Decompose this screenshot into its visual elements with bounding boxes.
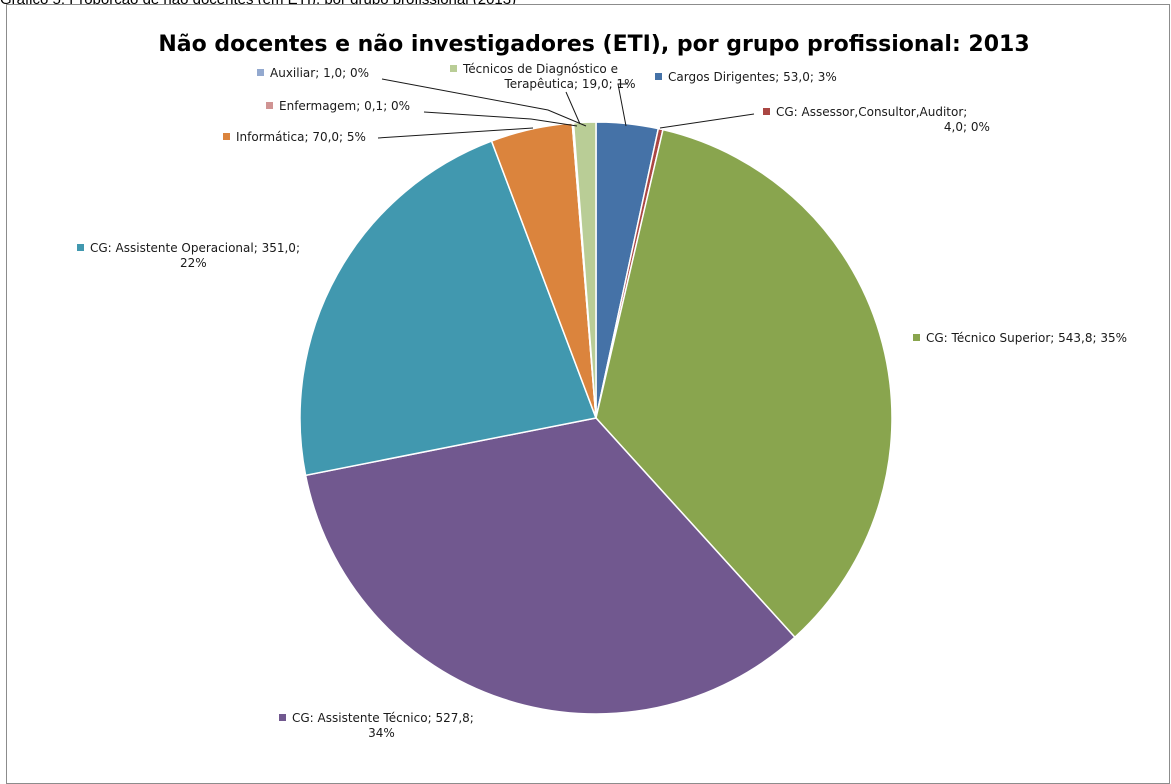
- leader-lines: [377, 78, 755, 139]
- data-label-text: 4,0; 0%: [944, 120, 990, 134]
- data-label-text: Auxiliar; 1,0; 0%: [270, 66, 369, 80]
- data-label-text: CG: Assistente Operacional; 351,0;: [90, 241, 300, 255]
- data-label-2: CG: Assessor,Consultor,Auditor;4,0; 0%: [763, 105, 990, 134]
- label-marker: [450, 65, 457, 72]
- pie-slice-3: [595, 128, 893, 639]
- pie-slices: [299, 121, 893, 715]
- label-marker: [913, 334, 920, 341]
- data-label-text: Enfermagem; 0,1; 0%: [279, 99, 410, 113]
- pie-slice-4: [304, 417, 796, 715]
- data-label-1: Cargos Dirigentes; 53,0; 3%: [655, 70, 837, 84]
- leader-line-8: [381, 78, 587, 127]
- leader-line-6: [377, 127, 534, 139]
- data-labels: Cargos Dirigentes; 53,0; 3% CG: Assessor,…: [77, 62, 1127, 740]
- data-label-text: 22%: [180, 256, 207, 270]
- label-marker: [655, 73, 662, 80]
- data-label-4: CG: Assistente Técnico; 527,8;34%: [279, 711, 474, 740]
- label-marker: [223, 133, 230, 140]
- label-marker: [763, 108, 770, 115]
- pie-slice-5: [299, 140, 598, 477]
- data-label-text: Terapêutica; 19,0; 1%: [503, 77, 635, 91]
- data-label-7: Enfermagem; 0,1; 0%: [266, 99, 410, 113]
- leader-line-1: [617, 83, 628, 127]
- data-label-text: Técnicos de Diagnóstico e: [462, 62, 618, 76]
- data-label-text: Informática; 70,0; 5%: [236, 130, 366, 144]
- data-label-text: 34%: [368, 726, 395, 740]
- leader-line-9: [565, 91, 581, 125]
- data-label-8: Auxiliar; 1,0; 0%: [257, 66, 369, 80]
- leader-line-2: [659, 113, 755, 129]
- data-label-text: Cargos Dirigentes; 53,0; 3%: [668, 70, 837, 84]
- pie-slice-9: [572, 121, 597, 419]
- data-label-text: CG: Assistente Técnico; 527,8;: [292, 711, 474, 725]
- data-label-6: Informática; 70,0; 5%: [223, 130, 366, 144]
- label-marker: [266, 102, 273, 109]
- data-label-5: CG: Assistente Operacional; 351,0;22%: [77, 241, 300, 270]
- data-label-3: CG: Técnico Superior; 543,8; 35%: [913, 331, 1127, 345]
- label-marker: [279, 714, 286, 721]
- data-label-text: CG: Técnico Superior; 543,8; 35%: [926, 331, 1127, 345]
- label-marker: [77, 244, 84, 251]
- label-marker: [257, 69, 264, 76]
- leader-line-7: [423, 111, 578, 127]
- chart-title: Não docentes e não investigadores (ETI),…: [158, 32, 1029, 57]
- data-label-text: CG: Assessor,Consultor,Auditor;: [776, 105, 967, 119]
